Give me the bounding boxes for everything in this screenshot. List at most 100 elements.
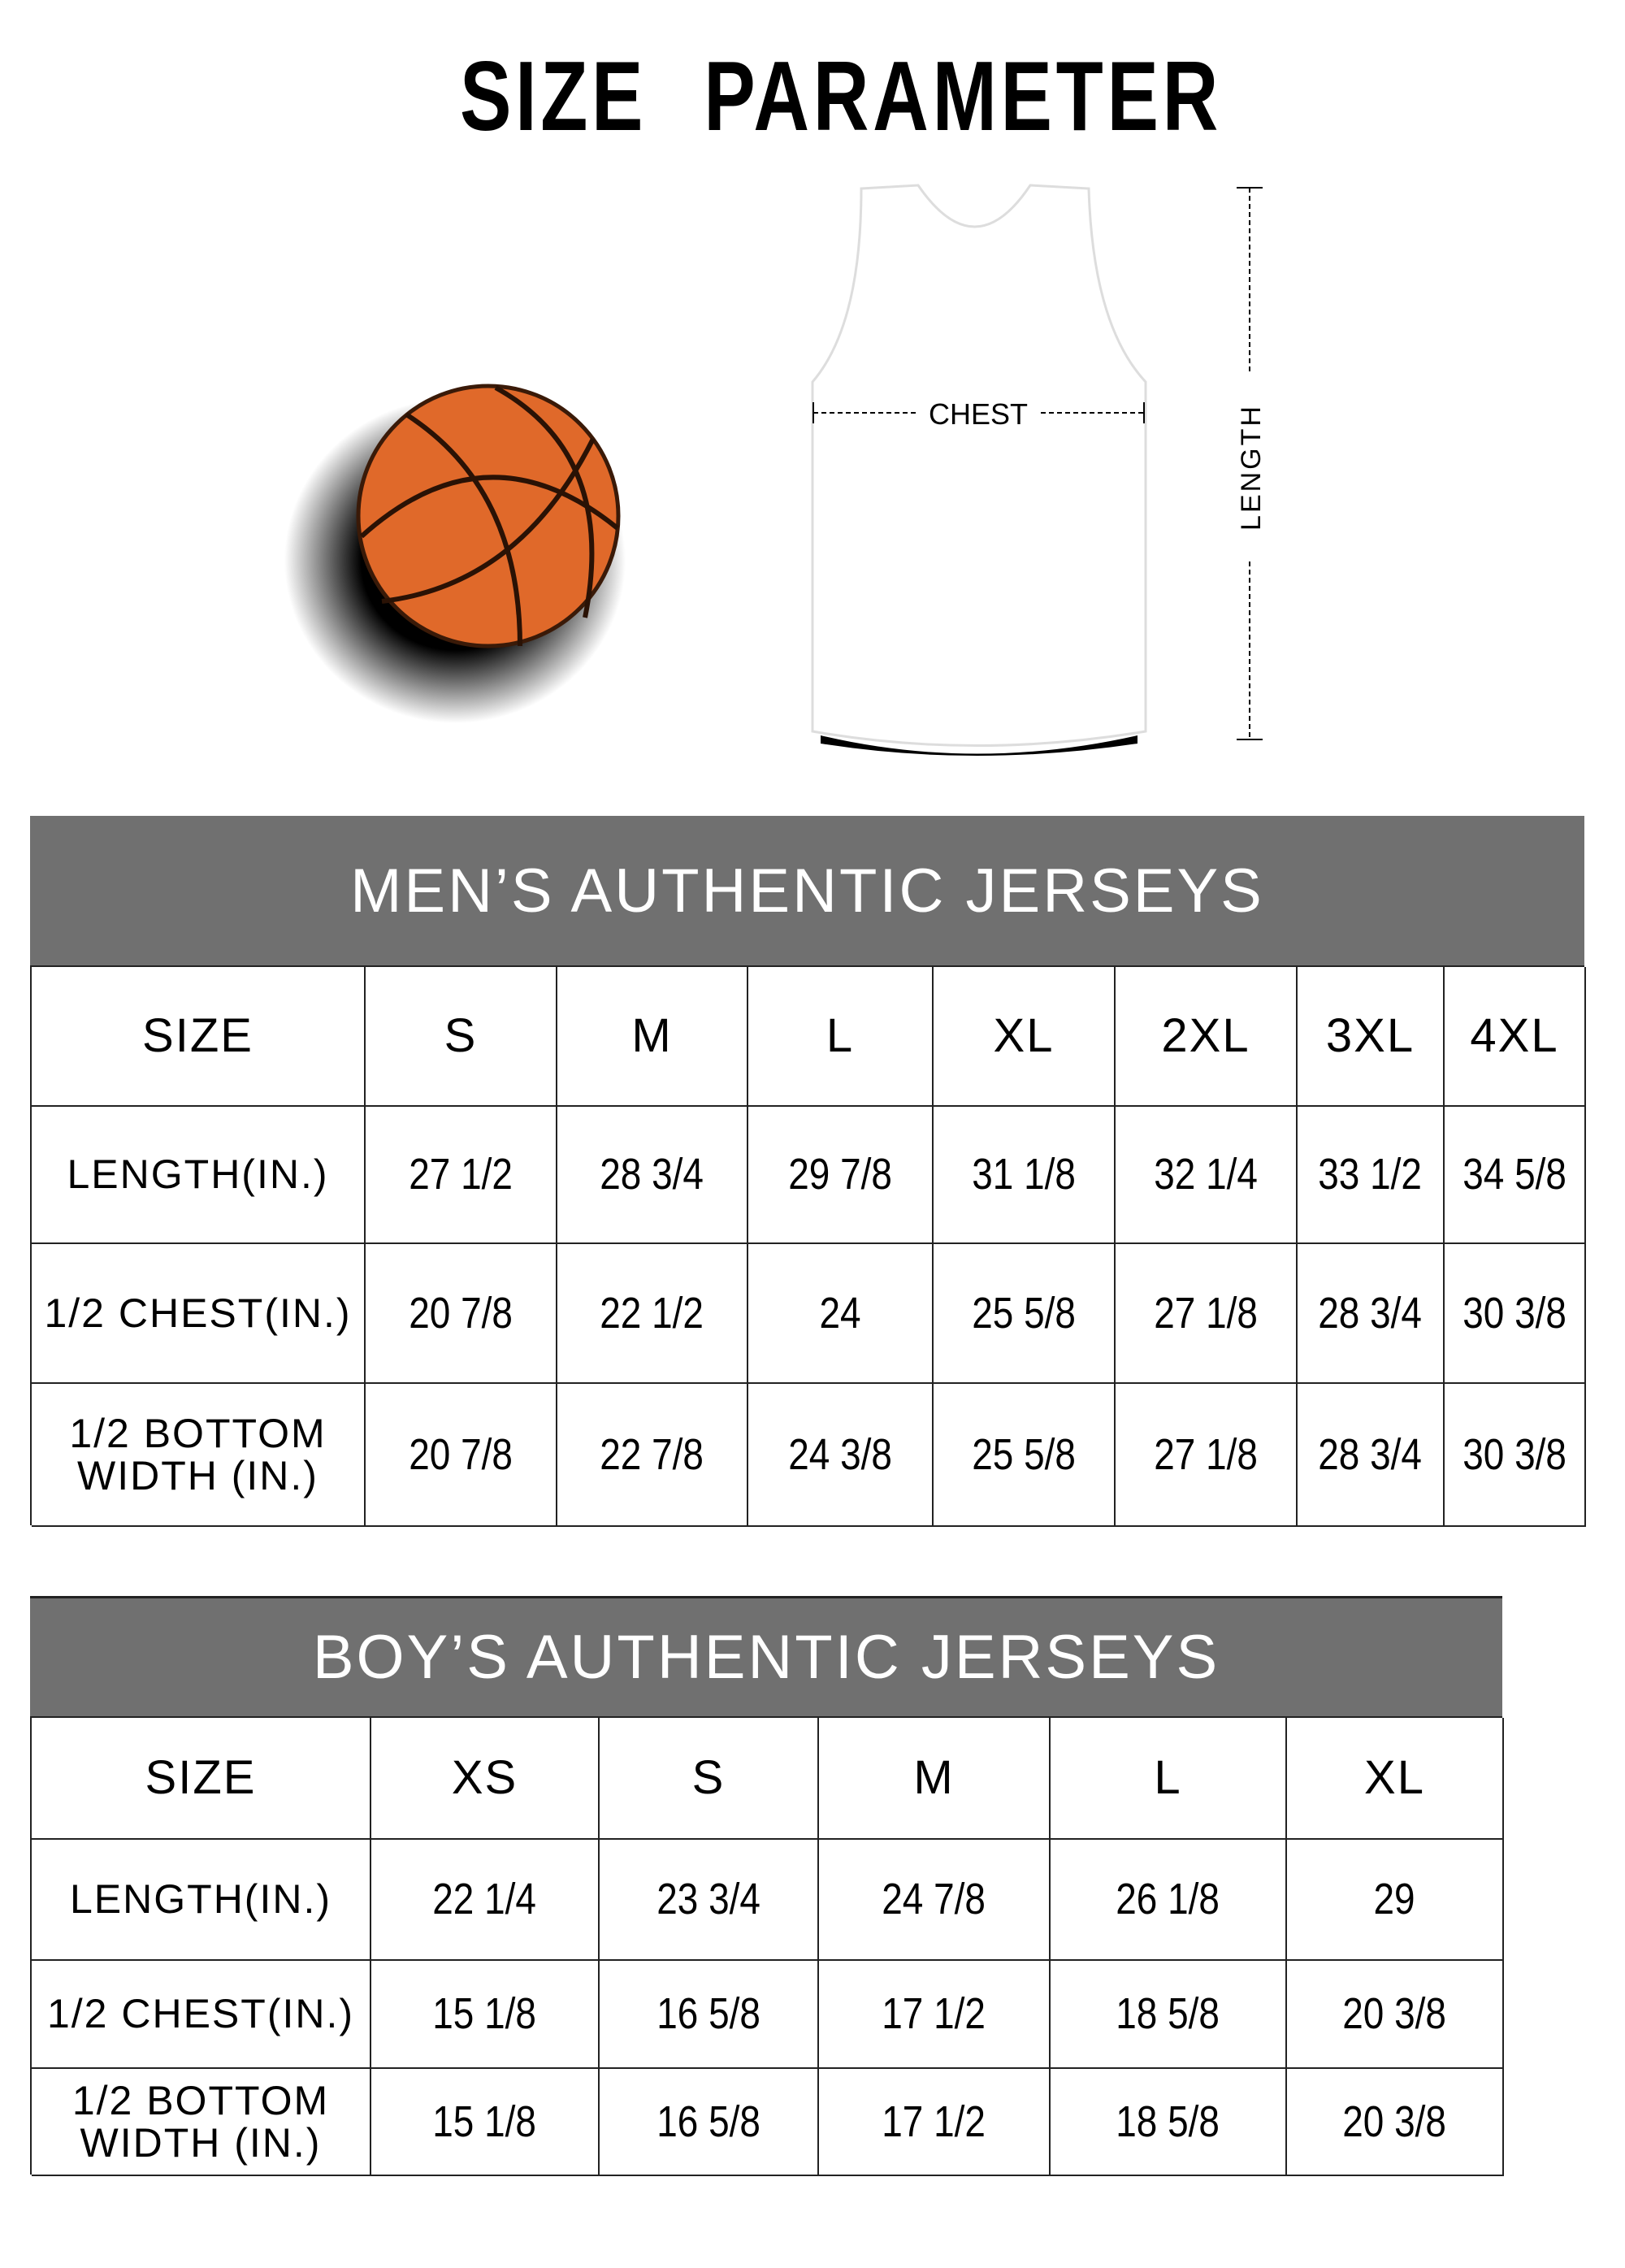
size-column-header: M [819, 1718, 1051, 1840]
row-label: LENGTH(IN.) [70, 1876, 332, 1923]
measurement-cell: 22 1/4 [371, 1840, 600, 1961]
measurement-value: 17 1/2 [882, 2097, 986, 2146]
measurement-cell: 29 7/8 [748, 1107, 934, 1244]
measurement-cell: 28 3/4 [1298, 1384, 1445, 1527]
header-text: 2XL [1161, 1008, 1250, 1062]
header-text: SIZE [145, 1750, 257, 1804]
chest-label: CHEST [929, 397, 1028, 431]
row-label-cell: 1/2 BOTTOM WIDTH (IN.) [32, 1384, 366, 1527]
measurement-cell: 32 1/4 [1116, 1107, 1298, 1244]
measurement-value: 29 [1373, 1875, 1416, 1924]
size-column-header: 3XL [1298, 967, 1445, 1107]
size-column-header: L [1051, 1718, 1287, 1840]
measurement-value: 22 1/2 [600, 1288, 704, 1338]
measurement-value: 22 7/8 [600, 1429, 704, 1479]
measurement-value: 23 3/4 [656, 1875, 760, 1924]
measurement-value: 15 1/8 [432, 1989, 537, 2039]
measurement-cell: 28 3/4 [557, 1107, 748, 1244]
measurement-cell: 28 3/4 [1298, 1244, 1445, 1384]
row-label: 1/2 BOTTOM WIDTH (IN.) [69, 1410, 327, 1498]
header-text: S [691, 1750, 726, 1804]
measurement-cell: 20 7/8 [366, 1244, 557, 1384]
header-text: L [1154, 1750, 1182, 1804]
measurement-value: 32 1/4 [1154, 1150, 1258, 1199]
measurement-value: 25 5/8 [972, 1429, 1076, 1479]
header-text: S [444, 1008, 478, 1062]
measurement-cell: 18 5/8 [1051, 2069, 1287, 2176]
page-title: SIZE PARAMETER [459, 41, 1223, 151]
measurement-value: 16 5/8 [656, 1989, 760, 2039]
measurement-cell: 17 1/2 [819, 1961, 1051, 2069]
size-column-header: XS [371, 1718, 600, 1840]
measurement-value: 28 3/4 [1318, 1429, 1423, 1479]
measurement-cell: 15 1/8 [371, 2069, 600, 2176]
size-column-header: S [366, 967, 557, 1107]
measurement-value: 24 3/8 [788, 1429, 892, 1479]
mens-table-title: MEN’S AUTHENTIC JERSEYS [30, 816, 1584, 965]
measurement-value: 24 7/8 [882, 1875, 986, 1924]
measurement-value: 27 1/8 [1154, 1429, 1258, 1479]
row-label-cell: 1/2 BOTTOM WIDTH (IN.) [32, 2069, 371, 2176]
measurement-value: 20 7/8 [409, 1429, 513, 1479]
length-label: LENGTH [1236, 404, 1267, 531]
length-measure-line: LENGTH [1232, 187, 1268, 740]
row-label-cell: LENGTH(IN.) [32, 1107, 366, 1244]
measurement-value: 15 1/8 [432, 2097, 537, 2146]
row-label-cell: 1/2 CHEST(IN.) [32, 1961, 371, 2069]
size-column-header: M [557, 967, 748, 1107]
header-text: XL [1364, 1750, 1425, 1804]
header-text: L [826, 1008, 855, 1062]
measurement-cell: 26 1/8 [1051, 1840, 1287, 1961]
header-text: M [913, 1750, 955, 1804]
illustration: CHEST LENGTH [284, 184, 1268, 756]
measurement-cell: 25 5/8 [934, 1384, 1116, 1527]
measurement-value: 20 7/8 [409, 1288, 513, 1338]
measurement-value: 34 5/8 [1462, 1150, 1566, 1199]
measurement-cell: 29 [1287, 1840, 1504, 1961]
boys-table-grid: SIZE XS S M L XL LENGTH(IN.) 22 1/4 23 3/4 24 7/8… [30, 1716, 1504, 2176]
measurement-value: 33 1/2 [1318, 1150, 1423, 1199]
row-label: 1/2 CHEST(IN.) [44, 1290, 352, 1336]
measurement-value: 22 1/4 [432, 1875, 537, 1924]
measurement-cell: 33 1/2 [1298, 1107, 1445, 1244]
header-text: XS [451, 1750, 518, 1804]
measurement-cell: 34 5/8 [1445, 1107, 1586, 1244]
measurement-cell: 17 1/2 [819, 2069, 1051, 2176]
size-column-header: S [600, 1718, 819, 1840]
mens-table-grid: SIZE S M L XL 2XL 3XL 4XL LENGTH(IN.) 27 1/2 28 3/… [30, 965, 1586, 1527]
measurement-cell: 20 3/8 [1287, 1961, 1504, 2069]
header-text: XL [993, 1008, 1055, 1062]
measurement-value: 27 1/2 [409, 1150, 513, 1199]
size-column-header: 4XL [1445, 967, 1586, 1107]
measurement-cell: 16 5/8 [600, 2069, 819, 2176]
row-label: 1/2 BOTTOM WIDTH (IN.) [72, 2077, 330, 2166]
size-header-cell: SIZE [32, 1718, 371, 1840]
measurement-value: 20 3/8 [1342, 2097, 1447, 2146]
jersey-icon [811, 184, 1147, 756]
measurement-cell: 24 7/8 [819, 1840, 1051, 1961]
header-text: SIZE [142, 1008, 254, 1062]
measurement-cell: 23 3/4 [600, 1840, 819, 1961]
chest-measure-line: CHEST [812, 394, 1145, 431]
measurement-value: 27 1/8 [1154, 1288, 1258, 1338]
measurement-cell: 15 1/8 [371, 1961, 600, 2069]
measurement-value: 20 3/8 [1342, 1989, 1447, 2039]
measurement-cell: 30 3/8 [1445, 1384, 1586, 1527]
measurement-value: 28 3/4 [600, 1150, 704, 1199]
measurement-cell: 30 3/8 [1445, 1244, 1586, 1384]
measurement-value: 31 1/8 [972, 1150, 1076, 1199]
size-header-cell: SIZE [32, 967, 366, 1107]
header-text: 4XL [1470, 1008, 1559, 1062]
boys-size-table: BOY’S AUTHENTIC JERSEYS SIZE XS S M L XL LENGT… [30, 1596, 1504, 2176]
boys-table-title: BOY’S AUTHENTIC JERSEYS [30, 1596, 1502, 1716]
size-column-header: XL [1287, 1718, 1504, 1840]
measurement-value: 28 3/4 [1318, 1288, 1423, 1338]
header-text: M [631, 1008, 673, 1062]
row-label-cell: 1/2 CHEST(IN.) [32, 1244, 366, 1384]
measurement-value: 25 5/8 [972, 1288, 1076, 1338]
measurement-cell: 22 1/2 [557, 1244, 748, 1384]
measurement-cell: 27 1/8 [1116, 1244, 1298, 1384]
row-label-cell: LENGTH(IN.) [32, 1840, 371, 1961]
measurement-cell: 20 7/8 [366, 1384, 557, 1527]
measurement-cell: 27 1/2 [366, 1107, 557, 1244]
